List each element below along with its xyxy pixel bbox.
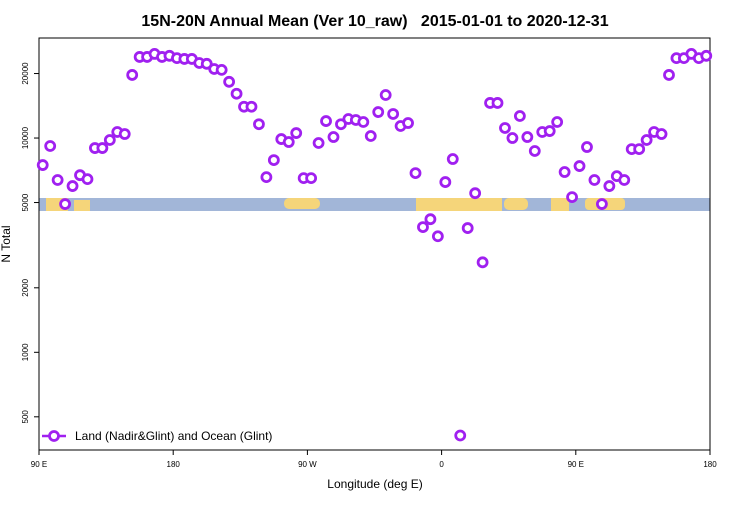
legend-label: Land (Nadir&Glint) and Ocean (Glint) xyxy=(75,429,272,443)
y-tick-label: 500 xyxy=(21,410,30,424)
y-tick-label: 5000 xyxy=(21,193,30,211)
point xyxy=(431,230,444,243)
point xyxy=(103,134,116,146)
point xyxy=(588,174,601,186)
point xyxy=(439,176,452,188)
land-shape xyxy=(74,200,90,211)
land-shape xyxy=(284,198,320,209)
y-tick-label: 20000 xyxy=(21,62,30,85)
point xyxy=(640,134,653,146)
x-tick-label: 90 W xyxy=(298,460,317,469)
point xyxy=(66,180,79,192)
point xyxy=(253,118,265,131)
point xyxy=(305,172,318,185)
legend-marker xyxy=(48,430,60,442)
point xyxy=(44,140,57,152)
point xyxy=(282,136,295,148)
point xyxy=(469,187,482,200)
x-tick-label: 180 xyxy=(167,460,181,469)
point xyxy=(126,69,139,81)
point xyxy=(96,142,109,154)
point xyxy=(327,131,340,143)
y-tick-label: 2000 xyxy=(21,278,30,296)
point xyxy=(506,132,519,144)
x-tick-label: 0 xyxy=(439,460,444,469)
point xyxy=(633,143,646,155)
point xyxy=(118,128,131,140)
point xyxy=(200,57,213,70)
point xyxy=(245,100,258,113)
point xyxy=(618,174,631,186)
point xyxy=(573,160,586,172)
point xyxy=(491,97,504,109)
point xyxy=(528,145,541,157)
plot-frame xyxy=(38,37,711,451)
y-tick-label: 10000 xyxy=(21,126,30,149)
land-shape xyxy=(416,198,502,211)
ocean-band xyxy=(39,198,710,211)
point xyxy=(424,213,437,226)
point xyxy=(446,153,459,165)
point xyxy=(230,87,243,100)
land-shape xyxy=(504,198,528,210)
point xyxy=(513,110,526,122)
point xyxy=(543,125,556,137)
point xyxy=(595,198,608,210)
point xyxy=(215,63,228,76)
point xyxy=(566,191,578,204)
point xyxy=(402,117,414,129)
x-axis-label: Longitude (deg E) xyxy=(327,477,422,491)
point xyxy=(223,75,236,88)
point xyxy=(663,69,675,81)
land-shape xyxy=(551,198,569,211)
point xyxy=(499,122,511,134)
point xyxy=(655,128,668,140)
point xyxy=(551,116,564,128)
point xyxy=(36,159,49,171)
point xyxy=(51,174,64,186)
point xyxy=(581,141,593,153)
point xyxy=(357,116,370,128)
y-tick-label: 1000 xyxy=(21,343,30,361)
point xyxy=(320,115,332,127)
point xyxy=(454,429,467,442)
point xyxy=(290,127,303,139)
x-tick-label: 90 E xyxy=(568,460,584,469)
point xyxy=(81,173,94,186)
point xyxy=(521,131,534,143)
x-tick-label: 90 E xyxy=(31,460,47,469)
point xyxy=(379,89,392,101)
point xyxy=(267,154,280,166)
point xyxy=(417,221,429,234)
chart-title: 15N-20N Annual Mean (Ver 10_raw) 2015-01… xyxy=(141,13,608,30)
point xyxy=(461,222,474,234)
point xyxy=(260,171,273,184)
point xyxy=(372,106,385,118)
point xyxy=(387,108,400,120)
point xyxy=(335,118,347,131)
map-strip xyxy=(39,198,710,211)
y-axis-label: N Total xyxy=(0,225,13,262)
point xyxy=(364,130,377,142)
point xyxy=(476,256,489,269)
point xyxy=(558,166,571,178)
x-tick-label: 180 xyxy=(703,460,717,469)
point xyxy=(603,180,616,192)
point xyxy=(409,167,422,180)
point xyxy=(312,137,325,149)
point xyxy=(59,198,71,210)
point xyxy=(700,49,713,62)
